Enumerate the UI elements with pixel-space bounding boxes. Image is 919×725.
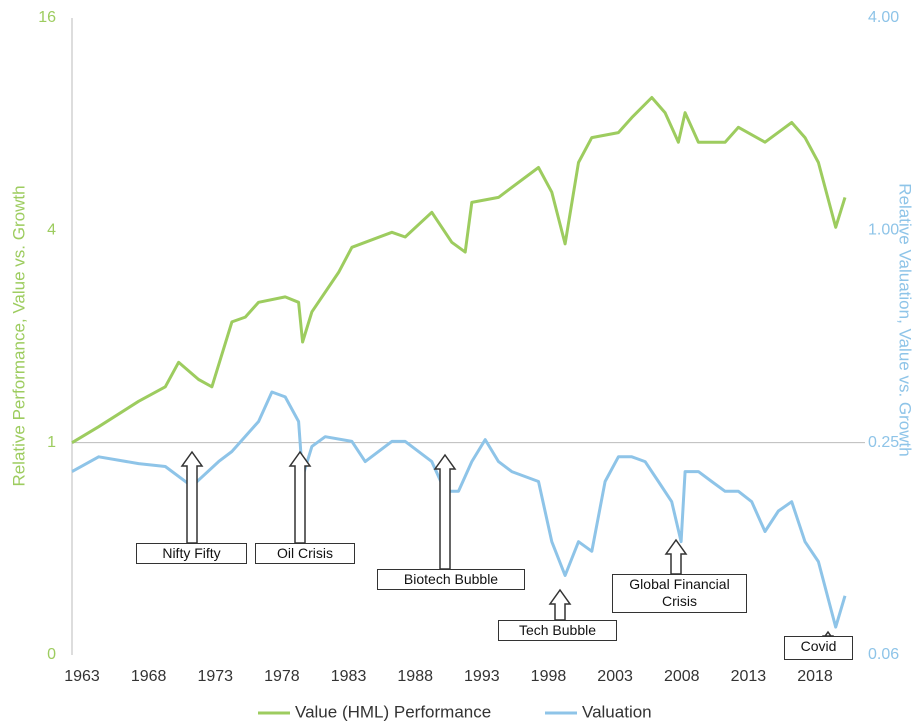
annotation-arrow xyxy=(664,538,688,575)
y-tick-label: 4 xyxy=(47,222,56,239)
x-tick-label: 1993 xyxy=(464,668,500,685)
y2-tick-label: 1.00 xyxy=(868,222,899,239)
x-tick-label: 1983 xyxy=(331,668,367,685)
x-tick-label: 2018 xyxy=(797,668,833,685)
legend-label: Value (HML) Performance xyxy=(295,702,491,721)
annotation: Tech Bubble xyxy=(498,620,617,641)
y-axis-label: Relative Performance, Value vs. Growth xyxy=(9,185,28,486)
y2-tick-label: 0.06 xyxy=(868,646,899,663)
x-tick-label: 2013 xyxy=(731,668,767,685)
series-line xyxy=(71,96,847,444)
annotation: Covid xyxy=(784,636,853,660)
annotation: Global Financial Crisis xyxy=(612,574,747,613)
annotation-arrow xyxy=(548,588,572,621)
y-tick-label: 1 xyxy=(47,434,56,451)
y-tick-label: 0 xyxy=(47,646,56,663)
legend-label: Valuation xyxy=(582,702,652,721)
annotation-arrow xyxy=(288,450,312,544)
x-tick-label: 1998 xyxy=(531,668,567,685)
annotation: Biotech Bubble xyxy=(377,569,525,590)
x-tick-label: 1963 xyxy=(64,668,100,685)
y2-axis-label: Relative Valuation, Value vs. Growth xyxy=(896,183,915,456)
x-tick-label: 1968 xyxy=(131,668,167,685)
annotation-arrow xyxy=(180,450,204,544)
annotation-arrow xyxy=(433,453,457,570)
y2-tick-label: 0.25 xyxy=(868,434,899,451)
x-tick-label: 2003 xyxy=(597,668,633,685)
x-tick-label: 2008 xyxy=(664,668,700,685)
annotation: Oil Crisis xyxy=(255,543,355,564)
x-tick-label: 1978 xyxy=(264,668,300,685)
x-tick-label: 1973 xyxy=(197,668,233,685)
annotation: Nifty Fifty xyxy=(136,543,247,564)
series-line xyxy=(71,390,847,629)
y-tick-label: 16 xyxy=(38,9,56,26)
x-tick-label: 1988 xyxy=(397,668,433,685)
y2-tick-label: 4.00 xyxy=(868,9,899,26)
